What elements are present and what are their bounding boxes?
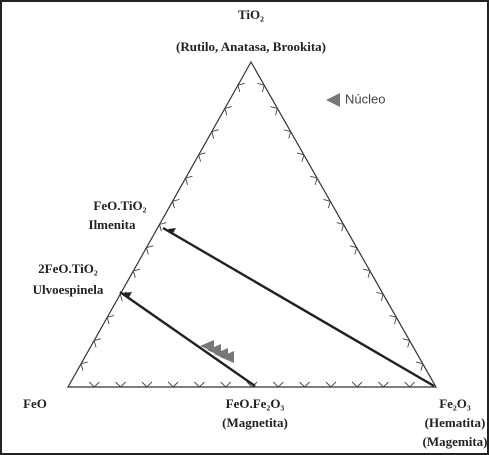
tick-mark xyxy=(224,106,232,116)
tick-mark xyxy=(211,129,219,139)
nucleus-markers xyxy=(200,340,234,363)
ulvospinel-magnetite-line xyxy=(119,291,256,387)
tick-mark xyxy=(237,82,245,93)
tick-mark xyxy=(402,338,411,348)
mineral-formula: 2FeO.TiO₂ xyxy=(38,261,98,276)
apex-label: Fe₂O₃ xyxy=(439,396,471,411)
tick-mark xyxy=(415,361,424,371)
mineral-formula: FeO.TiO₂ xyxy=(93,198,146,213)
apex-label: TiO₂ xyxy=(238,7,264,22)
tick-mark xyxy=(299,381,310,388)
tick-mark xyxy=(283,129,292,139)
tick-mark xyxy=(246,381,258,388)
tick-mark xyxy=(349,245,358,255)
tick-mark xyxy=(194,381,205,388)
apex-minerals: (Rutilo, Anatasa, Brookita) xyxy=(176,39,326,54)
tick-mark xyxy=(198,152,206,162)
mineral-name: Ulvoespinela xyxy=(33,282,104,297)
apex-minerals: (Hematita) xyxy=(425,415,486,430)
tick-mark xyxy=(336,222,345,232)
tick-mark xyxy=(323,198,331,209)
tick-mark xyxy=(106,315,115,325)
tick-mark xyxy=(119,291,128,302)
tick-mark xyxy=(88,381,100,388)
mineral-name: (Magnetita) xyxy=(222,415,288,430)
tick-mark xyxy=(220,381,232,388)
tick-mark xyxy=(172,198,180,209)
tick-mark xyxy=(141,381,153,388)
tick-mark xyxy=(167,381,179,388)
legend-label: Núcleo xyxy=(345,91,385,106)
tick-mark xyxy=(115,381,126,388)
tick-mark xyxy=(351,381,363,388)
tick-mark xyxy=(158,222,167,232)
mineral-name: Ilmenita xyxy=(89,217,136,232)
apex-minerals: (Magemita) xyxy=(423,434,488,449)
legend-marker xyxy=(326,93,340,107)
tick-mark xyxy=(132,268,141,278)
mineral-formula: FeO.Fe₂O₃ xyxy=(226,396,285,411)
tick-mark xyxy=(362,268,371,278)
ilmenite-hematite-line xyxy=(162,226,435,388)
tick-mark xyxy=(325,381,337,388)
tick-mark xyxy=(272,381,284,388)
tick-mark xyxy=(145,245,154,255)
tick-mark xyxy=(296,152,305,162)
arrow-head xyxy=(168,228,176,235)
tick-mark xyxy=(80,361,88,371)
nucleus-marker xyxy=(220,351,234,363)
apex-label: FeO xyxy=(23,396,47,411)
tick-mark xyxy=(376,291,384,302)
tick-mark xyxy=(270,106,278,116)
tick-mark xyxy=(310,175,318,185)
tick-mark xyxy=(404,381,416,388)
tick-mark xyxy=(257,82,265,93)
tick-mark xyxy=(93,338,102,348)
tick-mark xyxy=(185,175,193,185)
tick-mark xyxy=(389,315,397,325)
tick-marks xyxy=(80,82,424,388)
arrow-head xyxy=(124,292,132,299)
tick-mark xyxy=(378,381,389,388)
